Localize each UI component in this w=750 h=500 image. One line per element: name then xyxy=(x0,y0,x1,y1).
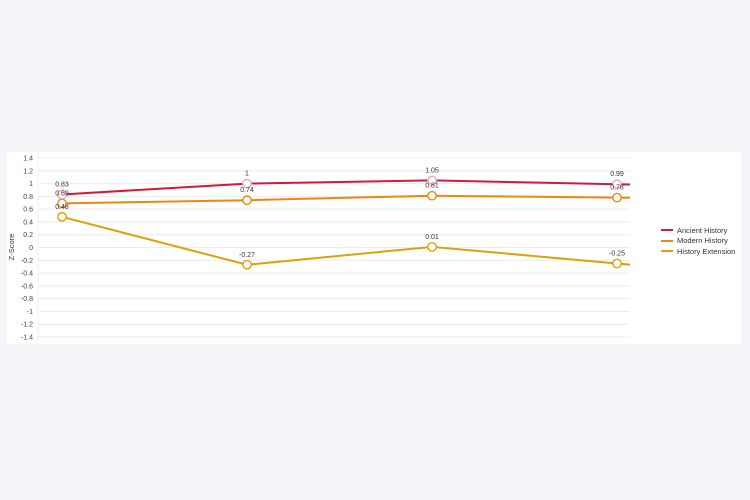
y-tick-label: -1.4 xyxy=(21,335,33,342)
data-point-marker[interactable] xyxy=(242,178,252,189)
data-labels: 0.83 1 1.05 0.99 0.69 0.74 0.81 0.78 0.48 -0.27 0.… xyxy=(55,167,625,258)
y-tick-label: 0.2 xyxy=(23,232,33,239)
y-tick-label: 0.8 xyxy=(23,194,33,201)
y-axis-ticks: 1.4 1.2 1 0.8 0.6 0.4 0.2 0 -0.2 -0.4 -0.6 -0.8 -1 -1… xyxy=(21,156,33,342)
y-tick-label: -0.6 xyxy=(21,283,33,290)
data-label: 0.69 xyxy=(55,190,69,197)
y-tick-label: 1.4 xyxy=(23,156,33,163)
series-line-history-extension[interactable] xyxy=(61,215,631,266)
y-tick-label: -1.2 xyxy=(21,322,33,329)
data-point-marker[interactable] xyxy=(427,175,437,186)
legend-item-ancient-history[interactable]: Ancient History xyxy=(661,225,735,236)
data-point-marker[interactable] xyxy=(427,190,437,201)
legend-label: Modern History xyxy=(677,236,728,246)
data-label: 0.81 xyxy=(425,183,439,190)
data-label: 0.48 xyxy=(55,204,69,211)
data-point-marker[interactable] xyxy=(612,258,622,269)
data-label: 0.74 xyxy=(240,187,254,194)
y-tick-label: 0.4 xyxy=(23,219,33,226)
legend-item-history-extension[interactable]: History Extension xyxy=(661,246,735,257)
y-tick-label: -0.4 xyxy=(21,271,33,278)
legend-item-modern-history[interactable]: Modern History xyxy=(661,236,735,247)
series-line-ancient-history[interactable] xyxy=(61,179,631,196)
data-point-marker[interactable] xyxy=(612,192,622,203)
data-label: 0.78 xyxy=(610,185,624,192)
data-label: 0.01 xyxy=(425,234,439,241)
data-point-marker[interactable] xyxy=(612,179,622,190)
data-point-marker[interactable] xyxy=(57,189,67,200)
data-label: 1 xyxy=(245,171,249,178)
data-label: -0.25 xyxy=(609,250,625,257)
legend-swatch-icon xyxy=(661,250,673,253)
gridlines xyxy=(37,154,630,341)
data-point-marker[interactable] xyxy=(242,259,252,270)
y-tick-label: 1 xyxy=(29,181,33,188)
data-label: 0.83 xyxy=(55,181,69,188)
y-axis-title: Z-Score xyxy=(7,234,16,261)
legend-label: Ancient History xyxy=(677,225,728,235)
y-tick-label: -1 xyxy=(27,309,33,316)
data-label: -0.27 xyxy=(239,252,255,259)
legend-swatch-icon xyxy=(661,239,673,242)
legend: Ancient History Modern History History E… xyxy=(661,225,735,257)
y-tick-label: 0.6 xyxy=(23,207,33,214)
legend-swatch-icon xyxy=(661,229,673,232)
data-point-marker[interactable] xyxy=(242,195,252,206)
data-label: 1.05 xyxy=(425,167,439,174)
data-label: 0.99 xyxy=(610,171,624,178)
y-tick-label: -0.2 xyxy=(21,258,33,265)
y-tick-label: 0 xyxy=(29,245,33,252)
data-point-marker[interactable] xyxy=(427,241,437,252)
y-tick-label: 1.2 xyxy=(23,168,33,175)
legend-label: History Extension xyxy=(677,246,736,256)
data-point-marker[interactable] xyxy=(57,211,67,222)
series-lines xyxy=(57,175,631,270)
y-tick-label: -0.8 xyxy=(21,296,33,303)
series-line-modern-history[interactable] xyxy=(61,194,631,205)
